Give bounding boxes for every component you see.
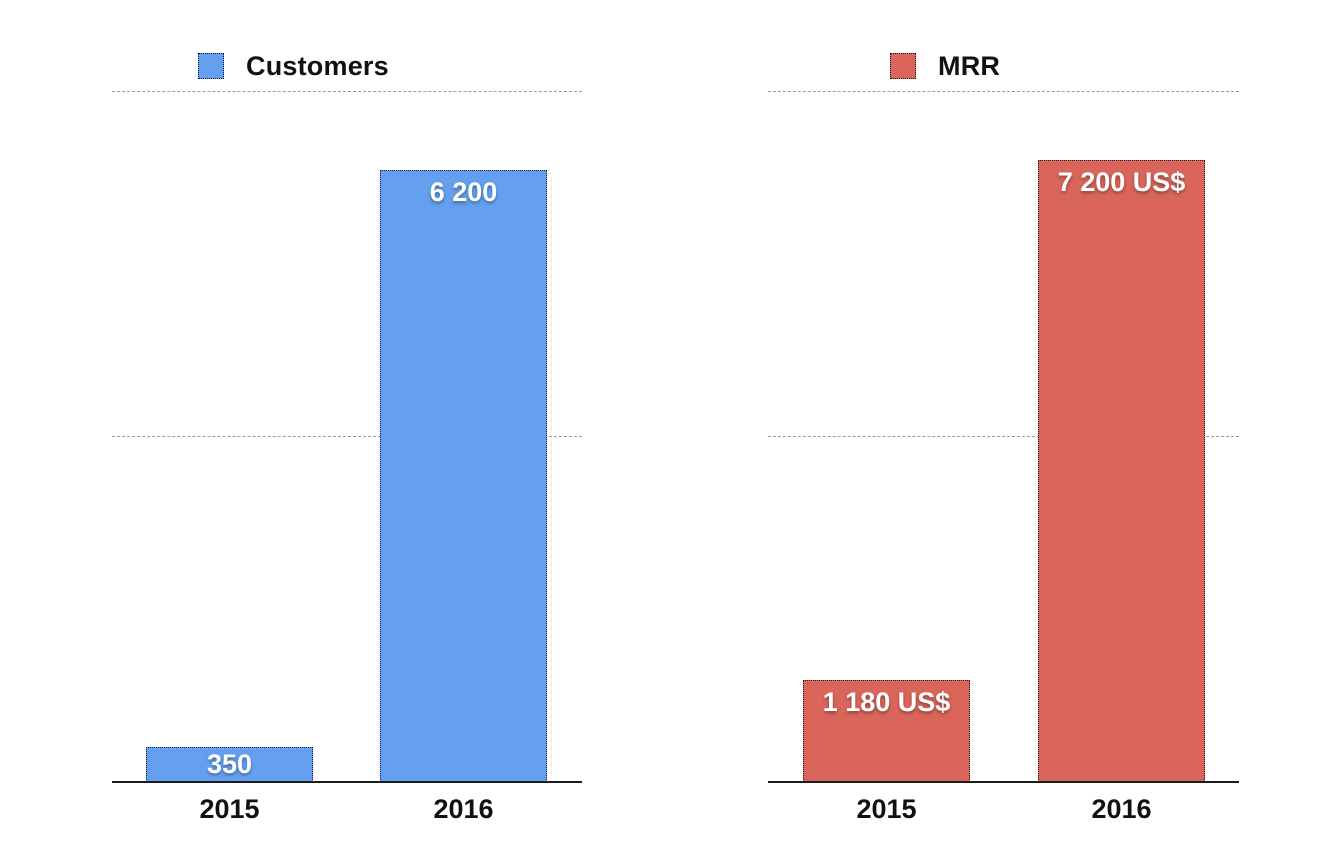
customers-x-axis-line (112, 781, 582, 783)
gridline-top (768, 91, 1239, 92)
mrr-legend: MRR (768, 53, 1239, 91)
customers-legend-label: Customers (246, 51, 389, 81)
mrr-xtick-2016: 2016 (1091, 794, 1152, 824)
customers-legend: Customers (112, 53, 582, 91)
mrr-plot-area: 1 180 US$ 7 200 US$ (768, 91, 1239, 783)
customers-plot-area: 350 6 200 (112, 91, 582, 783)
mrr-bar-2016: 7 200 US$ (1038, 160, 1205, 782)
mrr-x-axis-labels: 2015 2016 (768, 794, 1239, 844)
customers-bar-2015-value: 350 (206, 748, 253, 779)
customers-bar-2015: 350 (146, 747, 313, 782)
mrr-x-axis-line (768, 781, 1239, 783)
gridline-top (112, 91, 582, 92)
customers-bar-2016-value: 6 200 (429, 176, 498, 207)
customers-xtick-2015: 2015 (199, 794, 260, 824)
mrr-legend-swatch-icon (890, 53, 916, 79)
customers-chart-panel: Customers 350 6 200 2015 2016 (112, 53, 582, 844)
gridline-middle (768, 436, 1239, 437)
mrr-bar-2016-value: 7 200 US$ (1057, 167, 1186, 198)
mrr-xtick-2015: 2015 (856, 794, 917, 824)
customers-xtick-2016: 2016 (433, 794, 494, 824)
customers-bar-2016: 6 200 (380, 169, 547, 782)
customers-legend-swatch-icon (198, 53, 224, 79)
mrr-bar-2015-value: 1 180 US$ (822, 687, 951, 718)
mrr-bar-2015: 1 180 US$ (803, 680, 970, 782)
mrr-chart-panel: MRR 1 180 US$ 7 200 US$ 2015 2016 (768, 53, 1239, 844)
customers-x-axis-labels: 2015 2016 (112, 794, 582, 844)
gridline-middle (112, 436, 582, 437)
mrr-legend-label: MRR (938, 51, 1001, 81)
